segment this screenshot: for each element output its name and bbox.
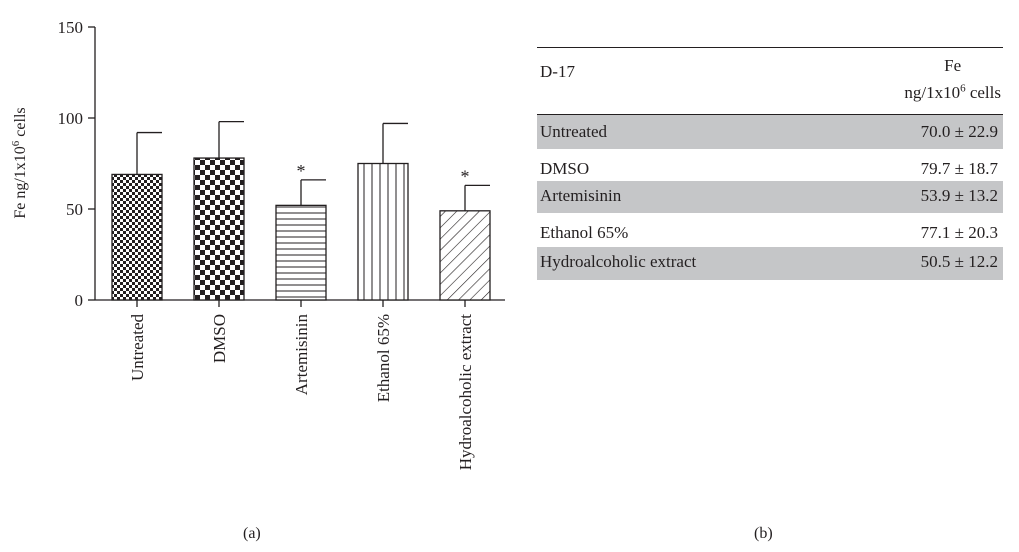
axis-labels: 0 50 100 150 Fe ng/1x106 cells Untreated DMSO *… [10,18,475,470]
table-row-value: 53.9 ± 13.2 [920,186,998,205]
bar [111,173,163,301]
table-header-unit-pre: ng/1x10 [904,82,961,102]
table-row-value: 79.7 ± 18.7 [920,159,998,178]
x-tick-label: DMSO [210,314,229,363]
significance-marker: * [297,161,306,181]
table-header-unit-sup: 6 [960,82,966,94]
significance-marker: * [461,166,470,186]
bar [275,204,327,301]
panel-label-a: (a) [243,525,261,542]
table-row-value: 70.0 ± 22.9 [920,122,998,141]
table-row-name: Artemisinin [540,186,622,205]
table-row: DMSO 79.7 ± 18.7 [537,149,1003,181]
y-tick-label: 100 [58,109,84,128]
table-header-unit-post: cells [965,82,1001,102]
y-axis-label: Fe ng/1x106 cells [10,107,29,218]
y-tick-label: 0 [75,291,84,310]
x-tick-label: Ethanol 65% [374,314,393,402]
table-top-rule [537,47,1003,48]
data-table: D-17 Fe ng/1x106 cells Untreated 70.0 ± … [537,47,1003,280]
table-header: D-17 Fe ng/1x106 cells [537,48,1003,115]
panel-label-b: (b) [754,525,773,542]
table-row: Ethanol 65% 77.1 ± 20.3 [537,213,1003,247]
bar [439,210,491,301]
bars [111,120,491,301]
table-header-fe: Fe [944,56,962,75]
y-tick-label: 150 [58,18,84,37]
bar [357,162,409,301]
table-header-left: D-17 [540,62,575,81]
table-row-name: DMSO [540,159,590,178]
table-row: Hydroalcoholic extract 50.5 ± 12.2 [537,247,1003,280]
table-row-name: Hydroalcoholic extract [540,252,697,271]
bar [193,157,245,301]
bar-chart: 0 50 100 150 Fe ng/1x106 cells Untreated DMSO *… [10,18,505,470]
x-tick-label: Artemisinin [292,314,311,396]
table-row: Untreated 70.0 ± 22.9 [537,115,1003,149]
table-header-right: Fe ng/1x106 cells [904,54,1001,104]
table-header-unit: ng/1x106 cells [904,82,1001,102]
table-row-value: 50.5 ± 12.2 [920,252,998,271]
table-row-value: 77.1 ± 20.3 [920,223,998,242]
x-tick-label: Hydroalcoholic extract [456,314,475,471]
x-tick-label: Untreated [128,314,147,382]
y-tick-label: 50 [66,200,83,219]
table-row-name: Ethanol 65% [540,223,629,242]
table-row: Artemisinin 53.9 ± 13.2 [537,181,1003,213]
table-row-name: Untreated [540,122,608,141]
